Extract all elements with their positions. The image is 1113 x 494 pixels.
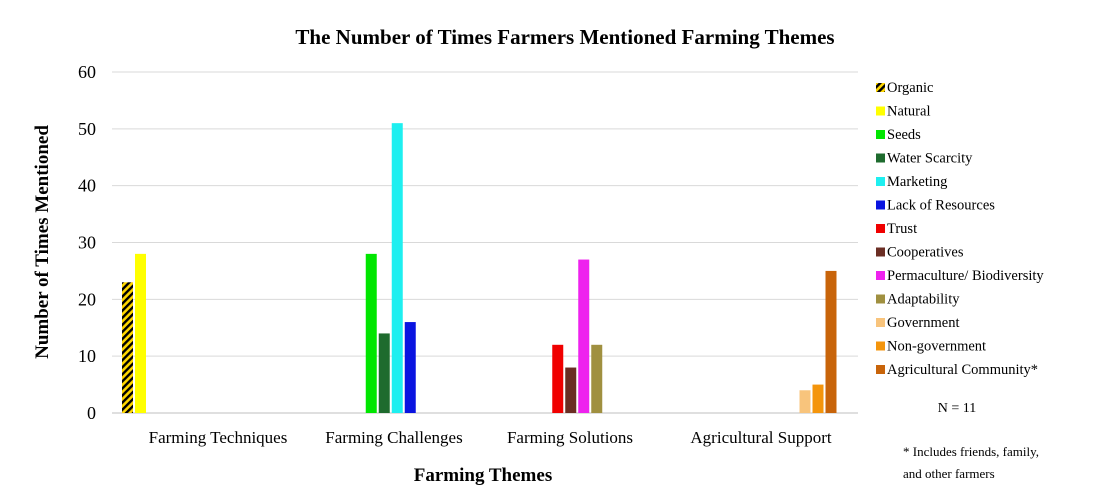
sample-size-note: N = 11	[938, 401, 977, 416]
y-axis-title: Number of Times Mentioned	[32, 125, 53, 359]
legend-swatch	[876, 365, 885, 374]
y-tick-label: 0	[87, 403, 96, 423]
legend-label: Adaptability	[887, 292, 960, 308]
legend-swatch	[876, 294, 885, 304]
y-tick-label: 10	[78, 346, 96, 366]
legend-swatch	[876, 224, 885, 233]
y-tick-label: 30	[78, 233, 96, 253]
chart-title: The Number of Times Farmers Mentioned Fa…	[295, 25, 834, 49]
legend-swatch	[876, 247, 885, 257]
legend-swatch	[876, 83, 885, 92]
legend: Organic Natural Seeds Water Scarcity Marketi…	[876, 80, 1044, 378]
bar-permaculture-biodiversity	[578, 259, 590, 413]
legend-label: Cooperatives	[887, 245, 964, 261]
bar-cooperatives	[565, 367, 577, 413]
x-category-label: Farming Challenges	[325, 428, 462, 447]
legend-swatch	[876, 177, 885, 186]
legend-label: Water Scarcity	[887, 151, 973, 167]
bar-organic	[122, 282, 133, 413]
legend-label: Permaculture/ Biodiversity	[887, 268, 1044, 284]
legend-label: Non-government	[887, 339, 986, 355]
legend-label: Marketing	[887, 174, 947, 190]
legend-label: Lack of Resources	[887, 198, 995, 214]
category-labels: Farming Techniques Farming Challenges Farm…	[149, 428, 832, 447]
legend-label: Agricultural Community*	[887, 362, 1038, 378]
legend-label: Government	[887, 315, 959, 331]
bar-seeds	[365, 253, 377, 413]
legend-swatch	[876, 318, 885, 327]
legend-swatch	[876, 341, 885, 351]
bar-non-government	[812, 384, 824, 413]
bars	[122, 123, 837, 414]
legend-swatch	[876, 200, 885, 210]
x-axis-title: Farming Themes	[414, 465, 552, 486]
y-tick-label: 40	[78, 176, 96, 196]
bar-marketing	[391, 123, 403, 414]
legend-label: Seeds	[887, 127, 921, 143]
footnote-line-1: * Includes friends, family,	[903, 444, 1039, 459]
x-category-label: Farming Solutions	[507, 428, 633, 447]
y-tick-label: 20	[78, 289, 96, 309]
y-tick-labels: 0 10 20 30 40 50 60	[78, 62, 96, 423]
legend-label: Organic	[887, 80, 933, 96]
legend-swatch	[876, 130, 885, 139]
x-category-label: Farming Techniques	[149, 428, 288, 447]
legend-swatch	[876, 106, 885, 116]
y-tick-label: 50	[78, 119, 96, 139]
legend-swatch	[876, 153, 885, 163]
legend-label: Natural	[887, 104, 930, 120]
bar-government	[799, 390, 811, 413]
gridlines	[112, 71, 858, 414]
bar-agricultural-community	[825, 270, 837, 413]
bar-water-scarcity	[378, 333, 390, 413]
footnote-line-2: and other farmers	[903, 466, 995, 481]
bar-natural	[135, 253, 146, 413]
legend-swatch	[876, 271, 885, 280]
y-tick-label: 60	[78, 62, 96, 82]
bar-lack-of-resources	[404, 322, 416, 413]
legend-label: Trust	[887, 221, 917, 237]
bar-trust	[552, 344, 564, 413]
bar-adaptability	[591, 344, 603, 413]
x-category-label: Agricultural Support	[690, 428, 831, 447]
